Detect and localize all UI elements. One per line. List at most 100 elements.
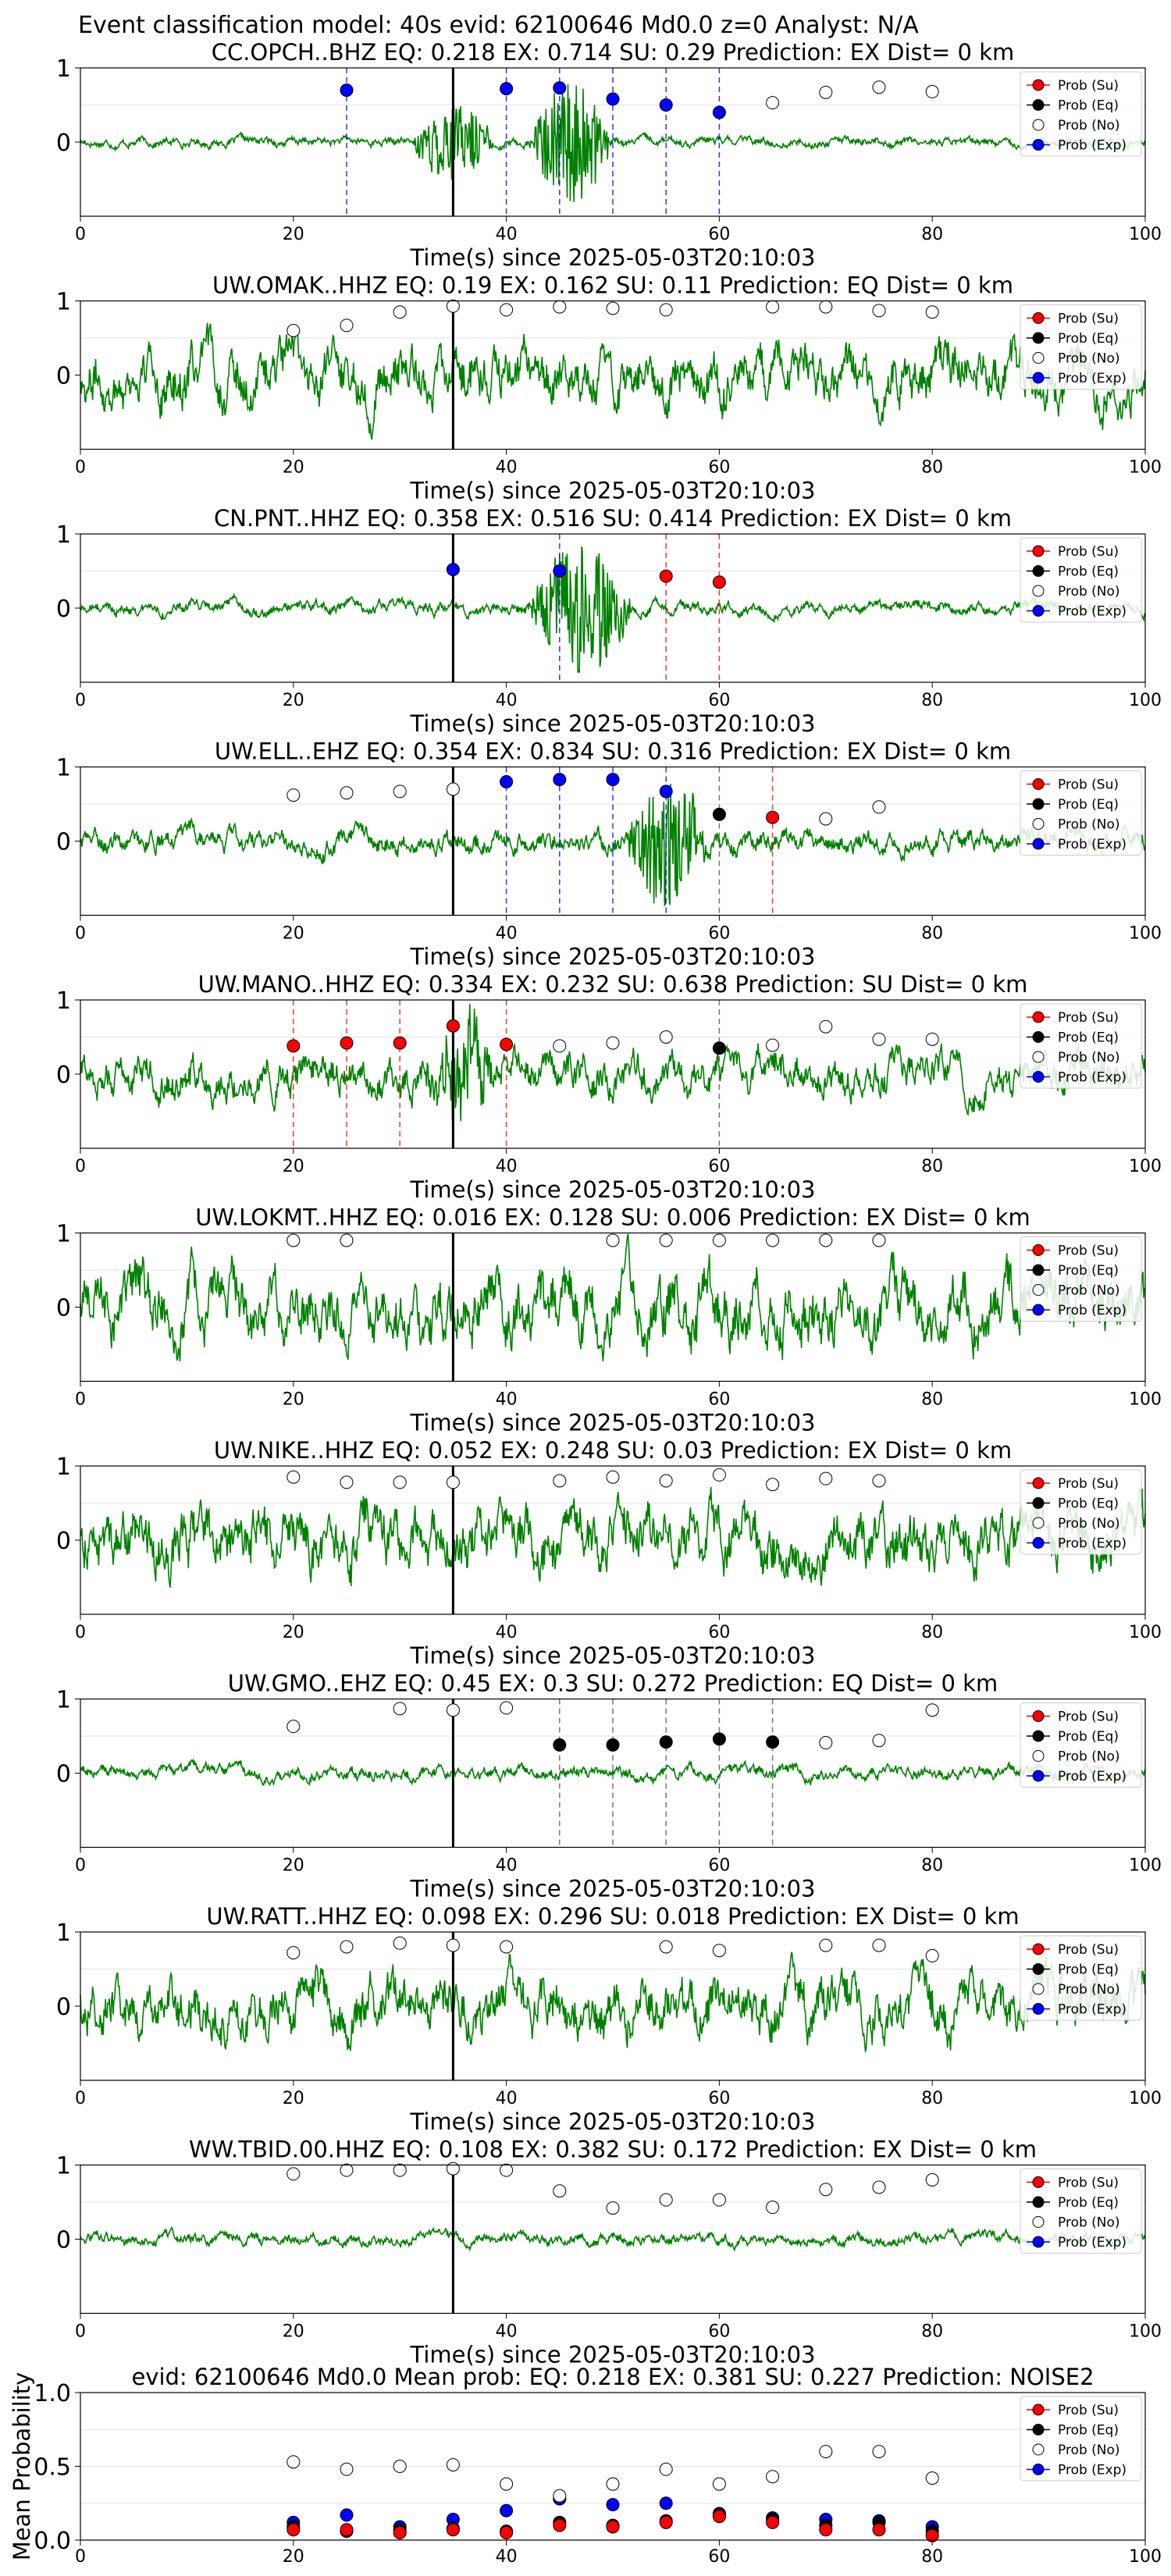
prob-point-no: [872, 1233, 886, 1247]
legend-marker: [1032, 332, 1045, 344]
x-tick-label: 20: [283, 225, 304, 244]
prob-point-exp: [553, 564, 567, 578]
prob-point-no: [872, 2180, 886, 2194]
legend-entry: Prob (Su): [1058, 777, 1119, 793]
prob-point-no: [500, 1701, 514, 1715]
prob-point-no: [287, 1720, 301, 1734]
panel-uw-ratt-hhz: UW.RATT..HHZ EQ: 0.098 EX: 0.296 SU: 0.0…: [56, 1903, 1162, 2135]
panel-title: UW.NIKE..HHZ EQ: 0.052 EX: 0.248 SU: 0.0…: [214, 1437, 1012, 1464]
legend-entry: Prob (Exp): [1058, 2463, 1127, 2478]
mean-point-su: [766, 2515, 780, 2529]
prob-point-exp: [500, 82, 514, 96]
prob-point-no: [446, 1703, 460, 1717]
legend-marker: [1032, 1963, 1045, 1975]
x-tick-label: 40: [496, 1390, 518, 1410]
y-tick-label: 1: [56, 2153, 71, 2180]
y-tick-label: 1: [56, 1920, 71, 1947]
legend-marker: [1032, 1730, 1045, 1742]
mean-point-no: [819, 2445, 833, 2459]
mean-point-exp: [500, 2503, 514, 2517]
prob-point-su: [287, 1039, 301, 1053]
prob-point-no: [925, 1948, 939, 1962]
mean-point-no: [606, 2477, 620, 2491]
x-tick-label: 60: [708, 2322, 730, 2342]
legend-marker: [1032, 838, 1045, 850]
legend-marker: [1032, 1983, 1045, 1995]
panel-cc-opch-bhz: CC.OPCH..BHZ EQ: 0.218 EX: 0.714 SU: 0.2…: [56, 39, 1162, 271]
prob-point-no: [819, 300, 833, 314]
x-tick-label: 40: [496, 225, 518, 244]
legend-marker: [1032, 565, 1045, 577]
legend-entry: Prob (Eq): [1058, 1030, 1119, 1046]
legend-entry: Prob (Exp): [1058, 837, 1127, 852]
mean-point-no: [766, 2470, 780, 2484]
legend-entry: Prob (Su): [1058, 2403, 1119, 2418]
panel-title: UW.MANO..HHZ EQ: 0.334 EX: 0.232 SU: 0.6…: [198, 971, 1028, 998]
prob-point-no: [819, 812, 833, 826]
mean-point-no: [872, 2445, 886, 2459]
prob-point-no: [393, 2163, 407, 2177]
legend-entry: Prob (Eq): [1058, 797, 1119, 813]
prob-point-exp: [340, 84, 354, 97]
x-axis-label: Time(s) since 2025-05-03T20:10:03: [410, 1176, 816, 1203]
legend-entry: Prob (No): [1058, 2443, 1120, 2458]
x-tick-label: 80: [921, 1390, 943, 1410]
panel-ww-tbid-00-hhz: WW.TBID.00.HHZ EQ: 0.108 EX: 0.382 SU: 0…: [56, 2137, 1162, 2368]
figure-suptitle: Event classification model: 40s evid: 62…: [78, 12, 919, 39]
legend-box: [1020, 2169, 1142, 2254]
prob-point-no: [872, 80, 886, 94]
prob-point-no: [553, 2184, 567, 2198]
waveform-trace: [80, 1758, 1146, 1787]
legend-marker: [1032, 1244, 1045, 1256]
x-tick-label: 0: [75, 2322, 86, 2342]
legend-box: [1020, 71, 1142, 157]
y-tick-label: 1: [56, 1453, 71, 1481]
prob-point-eq: [659, 1735, 673, 1749]
prob-point-no: [553, 1474, 567, 1488]
legend-box: [1020, 2396, 1142, 2482]
prob-point-no: [446, 299, 460, 313]
legend-marker: [1032, 1071, 1045, 1083]
x-tick-label: 100: [1129, 2322, 1162, 2342]
x-tick-label: 100: [1129, 458, 1162, 478]
prob-point-no: [659, 2193, 673, 2207]
prob-point-no: [819, 1471, 833, 1485]
legend-entry: Prob (No): [1058, 351, 1120, 367]
prob-point-no: [766, 1478, 780, 1492]
mean-point-su: [553, 2518, 567, 2532]
legend-entry: Prob (Eq): [1058, 98, 1119, 114]
legend-box: [1020, 537, 1142, 623]
panel-title: UW.RATT..HHZ EQ: 0.098 EX: 0.296 SU: 0.0…: [206, 1903, 1019, 1930]
prob-point-eq: [712, 1732, 726, 1746]
legend-entry: Prob (No): [1058, 118, 1120, 133]
x-tick-label: 40: [496, 691, 518, 710]
prob-point-no: [606, 1233, 620, 1247]
x-tick-label: 60: [708, 1157, 730, 1176]
panel-frame: [80, 999, 1146, 1149]
y-tick-label: 0.5: [34, 2454, 71, 2482]
legend-entry: Prob (No): [1058, 1283, 1120, 1299]
x-tick-label: 80: [921, 924, 943, 944]
legend-entry: Prob (Exp): [1058, 604, 1127, 620]
legend-entry: Prob (Exp): [1058, 1070, 1127, 1086]
x-tick-label: 20: [283, 691, 304, 710]
x-tick-label: 60: [708, 1623, 730, 1642]
legend-entry: Prob (Exp): [1058, 1303, 1127, 1318]
legend-entry: Prob (Eq): [1058, 1496, 1119, 1512]
legend-entry: Prob (Exp): [1058, 2002, 1127, 2018]
legend-marker: [1032, 1750, 1045, 1762]
prob-point-no: [872, 800, 886, 814]
y-tick-label: 0: [56, 1295, 71, 1322]
x-tick-label: 100: [1129, 1623, 1162, 1642]
prob-point-no: [712, 1468, 726, 1482]
x-tick-label: 20: [283, 1856, 304, 1876]
mean-point-su: [446, 2523, 460, 2537]
legend-entry: Prob (Su): [1058, 1010, 1119, 1026]
legend-marker: [1032, 79, 1045, 91]
y-tick-label: 0.0: [34, 2528, 71, 2555]
prob-point-no: [340, 1475, 354, 1489]
panel-title: CC.OPCH..BHZ EQ: 0.218 EX: 0.714 SU: 0.2…: [212, 39, 1015, 66]
legend-entry: Prob (Eq): [1058, 2423, 1119, 2439]
legend-marker: [1032, 1517, 1045, 1529]
x-tick-label: 60: [708, 2089, 730, 2108]
